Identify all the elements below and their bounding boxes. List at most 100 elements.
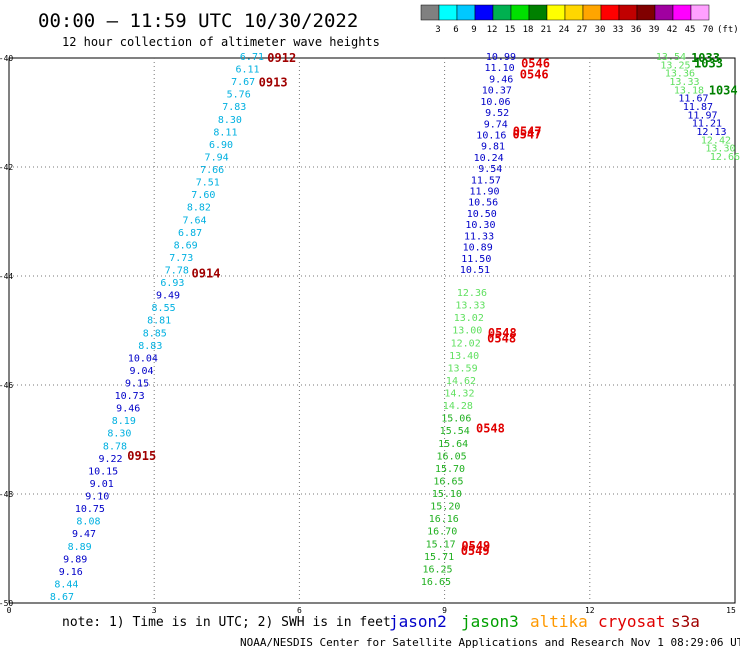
track1-swh-value: 7.51: [196, 178, 220, 189]
track3-swh-value: 12.42: [701, 135, 731, 146]
colorbar-tick-label: 24: [559, 25, 570, 35]
track3-swh-value: 12.66: [710, 152, 740, 163]
track1-swh-value: 9.15: [125, 379, 149, 390]
colorbar-swatch: [690, 4, 710, 21]
track1-swh-value: 7.60: [191, 190, 215, 201]
colorbar-swatch: [672, 4, 692, 21]
track2-swh-value-green: 16.16: [429, 514, 459, 525]
x-tick-label: 0: [7, 606, 12, 615]
track1-swh-value: 9.16: [59, 567, 83, 578]
track3-swh-value: 11.97: [687, 110, 717, 121]
track1-swh-value: 7.83: [222, 102, 246, 113]
track1-swh-value: 8.69: [174, 240, 198, 251]
track3-swh-value: 13.33: [669, 77, 699, 88]
track1-swh-value: 7.64: [182, 215, 206, 226]
colorbar-tick-label: 12: [487, 25, 498, 35]
map-subtitle: 12 hour collection of altimeter wave hei…: [62, 35, 380, 49]
track1-swh-value: 6.87: [178, 228, 202, 239]
track1-swh-value: 8.08: [76, 517, 100, 528]
legend-altika: altika: [530, 612, 588, 631]
colorbar-tick-label: 21: [541, 25, 552, 35]
track2-swh-value-green: 15.64: [438, 439, 468, 450]
plot-frame: [8, 57, 736, 604]
track1-swh-value: 8.44: [54, 579, 78, 590]
color-scale-bar: 3 6 9 12 15 18 21 24 27 30 33 36 39 42 45 70 (ft): [420, 4, 739, 35]
x-tick-label: 3: [152, 606, 157, 615]
colorbar-swatch: [618, 4, 638, 21]
track2-swh-value-green: 16.05: [437, 451, 467, 462]
track2-time-label: 0549: [461, 539, 490, 553]
track1-swh-value: 10.04: [128, 353, 158, 364]
track2-swh-value: 10.16: [476, 130, 506, 141]
track2-swh-value-green: 16.65: [433, 476, 463, 487]
satellite-legend: jason2 jason3 altika cryosat s3a: [389, 612, 700, 631]
y-tick-label: -44: [0, 272, 13, 281]
track2-time-label: 0546: [520, 67, 549, 81]
colorbar-tick-label: 15: [505, 25, 516, 35]
header: 00:00 – 11:59 UTC 10/30/2022 12 hour col…: [38, 10, 380, 49]
track2-swh-value: 9.52: [485, 108, 509, 119]
track1-swh-value: 7.73: [169, 253, 193, 264]
track2-swh-value-green: 15.71: [424, 552, 454, 563]
track2-swh-value: 10.56: [468, 198, 498, 209]
x-tick-label: 15: [726, 606, 736, 615]
colorbar-swatch: [654, 4, 674, 21]
track2-time-label: 0549: [461, 544, 490, 558]
track2-swh-value-green: 16.25: [422, 564, 452, 575]
track2-swh-value: 11.90: [469, 187, 499, 198]
footer-credit: NOAA/NESDIS Center for Satellite Applica…: [240, 636, 740, 649]
track2-swh-value: 9.54: [478, 164, 502, 175]
x-tick-label: 6: [297, 606, 302, 615]
colorbar-tick-label: 33: [613, 25, 624, 35]
y-tick-label: -42: [0, 163, 13, 172]
track1-swh-value: 7.78: [165, 265, 189, 276]
colorbar-tick-label: 36: [631, 25, 642, 35]
colorbar-tick-label: 9: [471, 25, 476, 35]
track1-time-label: 0912: [267, 51, 296, 65]
colorbar-swatch: [510, 4, 530, 21]
colorbar-swatch: [582, 4, 602, 21]
track3-swh-value: 11.21: [692, 119, 722, 130]
track2-swh-value: 11.50: [461, 254, 491, 265]
track2-time-label: 0548: [488, 326, 517, 340]
legend-s3a: s3a: [671, 612, 700, 631]
colorbar-swatch: [636, 4, 656, 21]
track2-swh-value-green: 14.28: [443, 401, 473, 412]
colorbar-tick-label: 6: [453, 25, 458, 35]
track3-swh-value: 13.25: [660, 60, 690, 71]
colorbar-tick-label: 42: [667, 25, 678, 35]
track2-swh-value-green: 15.10: [432, 489, 462, 500]
track2-swh-value: 9.74: [484, 119, 508, 130]
track1-swh-value: 10.75: [75, 504, 105, 515]
footer: note: 1) Time is in UTC; 2) SWH is in fe…: [62, 612, 740, 649]
colorbar-swatch: [456, 4, 476, 21]
colorbar-unit: (ft): [717, 25, 739, 35]
track1-swh-value: 7.66: [200, 165, 224, 176]
colorbar-swatch: [546, 4, 566, 21]
track3-swh-value: 13.36: [665, 69, 695, 80]
y-tick-label: -46: [0, 381, 13, 390]
track1-swh-value: 9.89: [63, 554, 87, 565]
colorbar-tick-label: 70: [703, 25, 714, 35]
colorbar-swatch: [492, 4, 512, 21]
colorbar-tick-label: 18: [523, 25, 534, 35]
track2-swh-value: 10.37: [482, 86, 512, 97]
track1-swh-value: 8.67: [50, 592, 74, 603]
track1-swh-value: 8.81: [147, 316, 171, 327]
track2-swh-value-green: 13.00: [452, 326, 482, 337]
colorbar-tick-label: 27: [577, 25, 588, 35]
track1-swh-value: 9.49: [156, 291, 180, 302]
footer-note: note: 1) Time is in UTC; 2) SWH is in fe…: [62, 615, 391, 630]
track1-swh-value: 8.30: [107, 429, 131, 440]
track1-time-label: 0914: [192, 266, 221, 280]
track2-swh-value: 11.10: [485, 63, 515, 74]
track1-swh-value: 8.30: [218, 115, 242, 126]
colorbar-tick-label: 39: [649, 25, 660, 35]
legend-jason2: jason2: [389, 612, 447, 631]
track3-swh-value: 13.30: [705, 144, 735, 155]
track2-swh-value-green: 15.06: [441, 414, 471, 425]
track1-swh-value: 8.11: [213, 127, 237, 138]
track2-time-label: 0548: [476, 422, 505, 436]
track1-swh-value: 9.46: [116, 404, 140, 415]
